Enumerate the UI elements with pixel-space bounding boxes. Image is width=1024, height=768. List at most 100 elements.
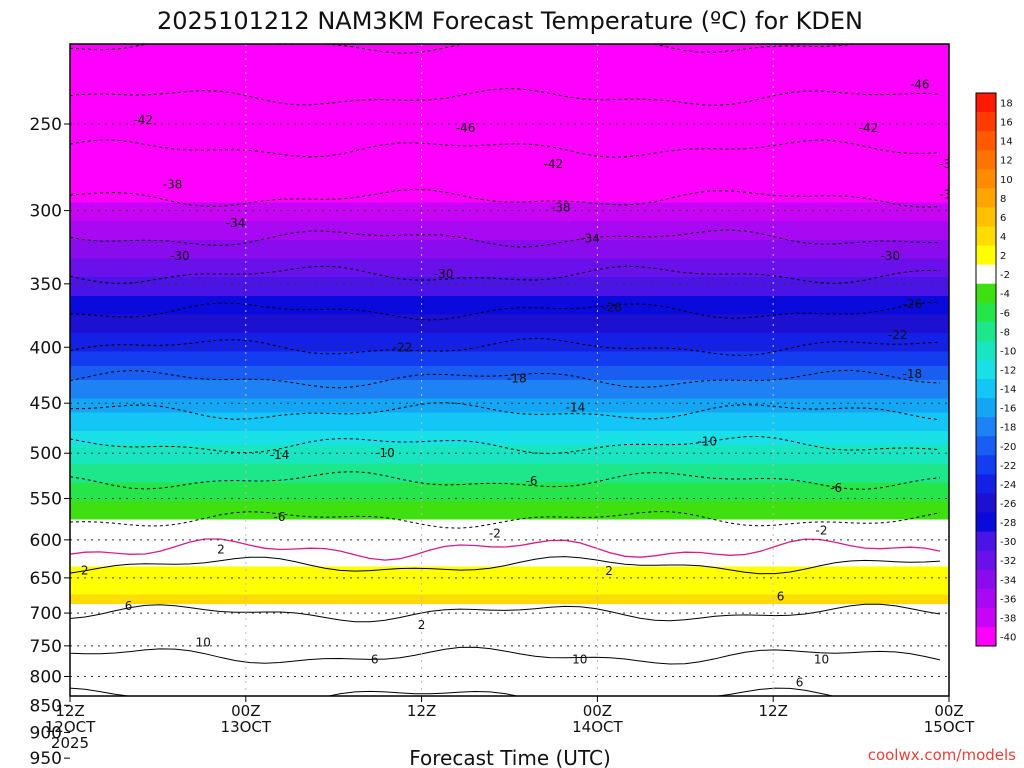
contour-label: 6 [371,653,379,667]
colorbar-swatch [976,321,996,342]
contour-label: -6 [525,474,537,488]
isotherm-line [70,337,941,357]
isotherm-line [70,301,941,321]
contour-label: -22 [888,328,908,342]
contour-label: 2 [81,564,89,578]
colorbar-label: -6 [1000,308,1010,319]
colorbar-label: -28 [1000,518,1016,529]
contour-label: 2 [605,564,613,578]
isotherm-line [70,687,836,696]
colorbar-swatch [976,607,996,628]
credit-text[interactable]: coolwx.com/models [868,746,1016,764]
colorbar-label: -26 [1000,499,1016,510]
contour-label: -46 [910,77,930,91]
x-tick-label: 14OCT [572,718,623,736]
isotherm-line [70,369,941,389]
isotherm-line [70,603,941,623]
contour-label: -34 [226,216,246,230]
contour-label: -2 [816,523,828,537]
colorbar-label: -12 [1000,366,1016,377]
colorbar-swatch [976,226,996,247]
freezing-line [70,538,941,561]
contour-label: -14 [566,400,586,414]
contour-label: 2 [217,542,225,556]
contour-label: 10 [572,653,587,667]
colorbar-swatch [976,550,996,571]
contour-label: -6 [274,510,286,524]
colorbar-label: 2 [1000,251,1006,262]
colorbar-swatch [976,169,996,189]
colorbar-label: 16 [1000,118,1013,129]
colorbar-frame [975,92,997,647]
contour-label: 10 [814,653,829,667]
y-tick-label: 500 [30,444,62,464]
contour-label: -42 [859,121,879,135]
isotherm-line [70,402,941,421]
chart-title: 2025101212 NAM3KM Forecast Temperature (… [157,7,863,35]
colorbar-swatch [976,264,996,285]
contour-label: -30 [881,249,901,263]
colorbar-label: -36 [1000,594,1016,605]
colorbar-swatch [976,150,996,170]
y-tick-label: 400 [30,338,62,358]
colorbar-label: 18 [1000,99,1013,110]
colorbar-swatch [976,569,996,590]
isotherm-line [70,471,941,490]
isotherm-line [70,435,941,455]
contour-label: -6 [830,481,842,495]
y-tick-label: 350 [30,275,62,295]
y-tick-label: 850 [30,696,62,716]
colorbar-swatch [976,455,996,475]
temperature-field [70,44,949,604]
contour-label: 6 [796,675,804,689]
colorbar-label: -40 [1000,632,1016,643]
contour-label: -42 [133,113,153,127]
colorbar-label: 12 [1000,156,1013,167]
contour-label: -18 [903,367,923,381]
x-tick-label: 00Z [231,702,260,720]
colorbar-swatch [976,359,996,380]
colorbar-swatch [976,188,996,208]
colorbar-swatch [976,588,996,609]
x-tick-label: 12Z [759,702,788,720]
x-tick-label: 12OCT [45,718,96,736]
x-tick-label: 00Z [934,702,963,720]
colorbar-label: -20 [1000,442,1016,453]
colorbar-legend: 18 16 14 12 10 8 6 4 2 -2 -4 -6 -8 -10 -12 -14 -16 -18 -20… [975,92,1016,647]
contour-label: -30 [434,267,454,281]
x-tick-label: 2025 [51,734,89,752]
pressure-axis: 250 300 350 400 450 500 550 600 650 700 750 800 850 9… [30,115,70,768]
colorbar-label: -34 [1000,575,1016,586]
contour-label: -46 [456,121,476,135]
colorbar-label: -32 [1000,556,1016,567]
plot-frame [69,43,950,697]
colorbar-swatch [976,302,996,323]
x-tick-label: 13OCT [221,718,272,736]
contour-label: 10 [196,636,211,650]
colorbar-swatch [976,512,996,533]
colorbar-label: 10 [1000,175,1013,186]
y-tick-label: 900 [30,723,62,743]
isotherm-line [70,511,941,529]
y-tick-label: 450 [30,394,62,414]
contour-label: -34 [580,231,600,245]
colorbar-swatch [976,531,996,552]
colorbar-swatch [976,417,996,437]
y-tick-label: 750 [30,637,62,657]
colorbar-swatch [976,245,996,266]
y-tick-label: 800 [30,667,62,687]
contour-label: -38 [939,157,959,171]
isotherm-contours [70,44,941,696]
colorbar-swatch [976,93,996,113]
x-axis-label: Forecast Time (UTC) [409,746,611,768]
contour-label: -2 [489,526,501,540]
colorbar-swatch [976,436,996,456]
colorbar-swatch [976,493,996,514]
colorbar-label: -2 [1000,270,1010,281]
isotherm-line [70,265,941,285]
y-tick-label: 550 [30,490,62,510]
colorbar-swatch [976,131,996,151]
contour-label: -34 [939,187,959,201]
x-tick-label: 15OCT [924,718,975,736]
